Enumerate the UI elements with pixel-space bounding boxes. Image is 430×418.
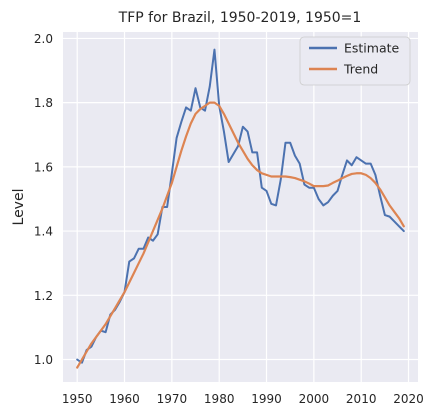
y-tick-label: 1.8 <box>34 96 53 110</box>
legend: Estimate Trend <box>299 36 411 86</box>
tick-labels: 1950 1960 1970 1980 1990 2000 2010 2020 1.0 1.2 1.… <box>34 32 424 406</box>
plot-background <box>63 32 418 382</box>
series-line-trend <box>76 101 405 369</box>
y-tick-label: 1.6 <box>34 160 53 174</box>
x-tick-label: 1980 <box>204 392 235 406</box>
y-tick-label: 1.2 <box>34 289 53 303</box>
series-line-estimate <box>76 48 405 364</box>
x-tick-label: 2010 <box>346 392 377 406</box>
legend-trend-label: Trend <box>343 62 378 77</box>
x-tick-label: 1990 <box>251 392 282 406</box>
chart-title: TFP for Brazil, 1950-2019, 1950=1 <box>118 10 362 26</box>
x-tick-label: 1970 <box>157 392 188 406</box>
y-tick-label: 1.0 <box>34 353 53 367</box>
x-tick-label: 1950 <box>62 392 93 406</box>
y-tick-label: 2.0 <box>34 32 53 46</box>
series-lines <box>76 48 405 369</box>
y-tick-label: 1.4 <box>34 225 53 239</box>
x-tick-label: 2020 <box>393 392 424 406</box>
x-tick-label: 1960 <box>109 392 140 406</box>
grid-lines <box>63 32 418 382</box>
y-axis-title: Level <box>11 189 27 226</box>
x-tick-label: 2000 <box>299 392 330 406</box>
legend-estimate-label: Estimate <box>344 41 400 56</box>
